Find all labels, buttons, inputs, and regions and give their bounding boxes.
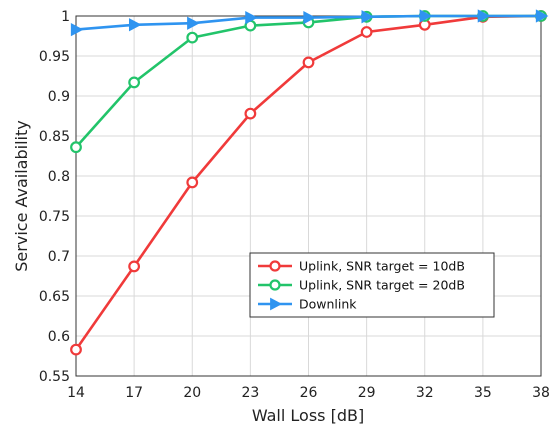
data-point bbox=[419, 9, 433, 23]
grid bbox=[75, 15, 542, 377]
data-point bbox=[244, 107, 257, 120]
y-tick-label: 0.8 bbox=[48, 169, 70, 185]
data-point bbox=[245, 10, 258, 25]
y-tick-label: 0.6 bbox=[48, 329, 70, 345]
y-tick-label: 0.9 bbox=[48, 89, 70, 105]
axes: 14 17 20 23 26 29 32 35 38 0.55 0.6 0.65 0.7 0.75 0.8 0… bbox=[39, 9, 550, 401]
data-point bbox=[128, 260, 141, 273]
data-point bbox=[128, 18, 142, 32]
data-point bbox=[186, 176, 199, 189]
data-point bbox=[128, 76, 141, 89]
data-point bbox=[303, 10, 316, 25]
data-point bbox=[186, 31, 199, 44]
data-point bbox=[187, 16, 200, 30]
series-3 bbox=[70, 9, 549, 37]
series-layer bbox=[70, 9, 549, 356]
legend-entry: Downlink bbox=[258, 297, 357, 312]
data-point bbox=[361, 10, 375, 24]
y-tick-label: 0.95 bbox=[39, 49, 70, 65]
data-point bbox=[535, 9, 549, 23]
legend-entry: Uplink, SNR target = 20dB bbox=[258, 278, 465, 293]
y-tick-label: 0.75 bbox=[39, 209, 70, 225]
x-tick-label: 32 bbox=[416, 385, 434, 401]
x-tick-label: 14 bbox=[67, 385, 85, 401]
x-tick-label: 17 bbox=[125, 385, 143, 401]
y-tick-label: 0.85 bbox=[39, 129, 70, 145]
data-point bbox=[477, 9, 491, 23]
x-tick-label: 26 bbox=[300, 385, 318, 401]
legend-marker bbox=[269, 260, 281, 272]
legend-label: Downlink bbox=[299, 297, 357, 312]
y-tick-label: 1 bbox=[61, 9, 70, 25]
y-tick-label: 0.55 bbox=[39, 369, 70, 385]
y-tick-label: 0.65 bbox=[39, 289, 70, 305]
legend-label: Uplink, SNR target = 20dB bbox=[299, 278, 465, 293]
x-tick-label: 35 bbox=[474, 385, 492, 401]
legend-marker bbox=[270, 297, 283, 311]
x-tick-label: 20 bbox=[183, 385, 201, 401]
data-point bbox=[70, 141, 82, 154]
x-axis-label: Wall Loss [dB] bbox=[252, 406, 364, 425]
data-point bbox=[70, 343, 82, 356]
y-tick-label: 0.7 bbox=[48, 249, 70, 265]
x-tick-label: 23 bbox=[241, 385, 259, 401]
legend-entry: Uplink, SNR target = 10dB bbox=[258, 259, 465, 274]
data-point bbox=[360, 26, 373, 38]
y-axis-label: Service Availability bbox=[12, 120, 31, 271]
data-point bbox=[302, 56, 315, 69]
legend-marker bbox=[269, 279, 281, 291]
legend-label: Uplink, SNR target = 10dB bbox=[299, 259, 465, 274]
data-point bbox=[70, 22, 84, 37]
x-tick-label: 29 bbox=[358, 385, 376, 401]
legend: Uplink, SNR target = 10dB Uplink, SNR tar… bbox=[249, 252, 495, 318]
x-tick-label: 38 bbox=[532, 385, 550, 401]
